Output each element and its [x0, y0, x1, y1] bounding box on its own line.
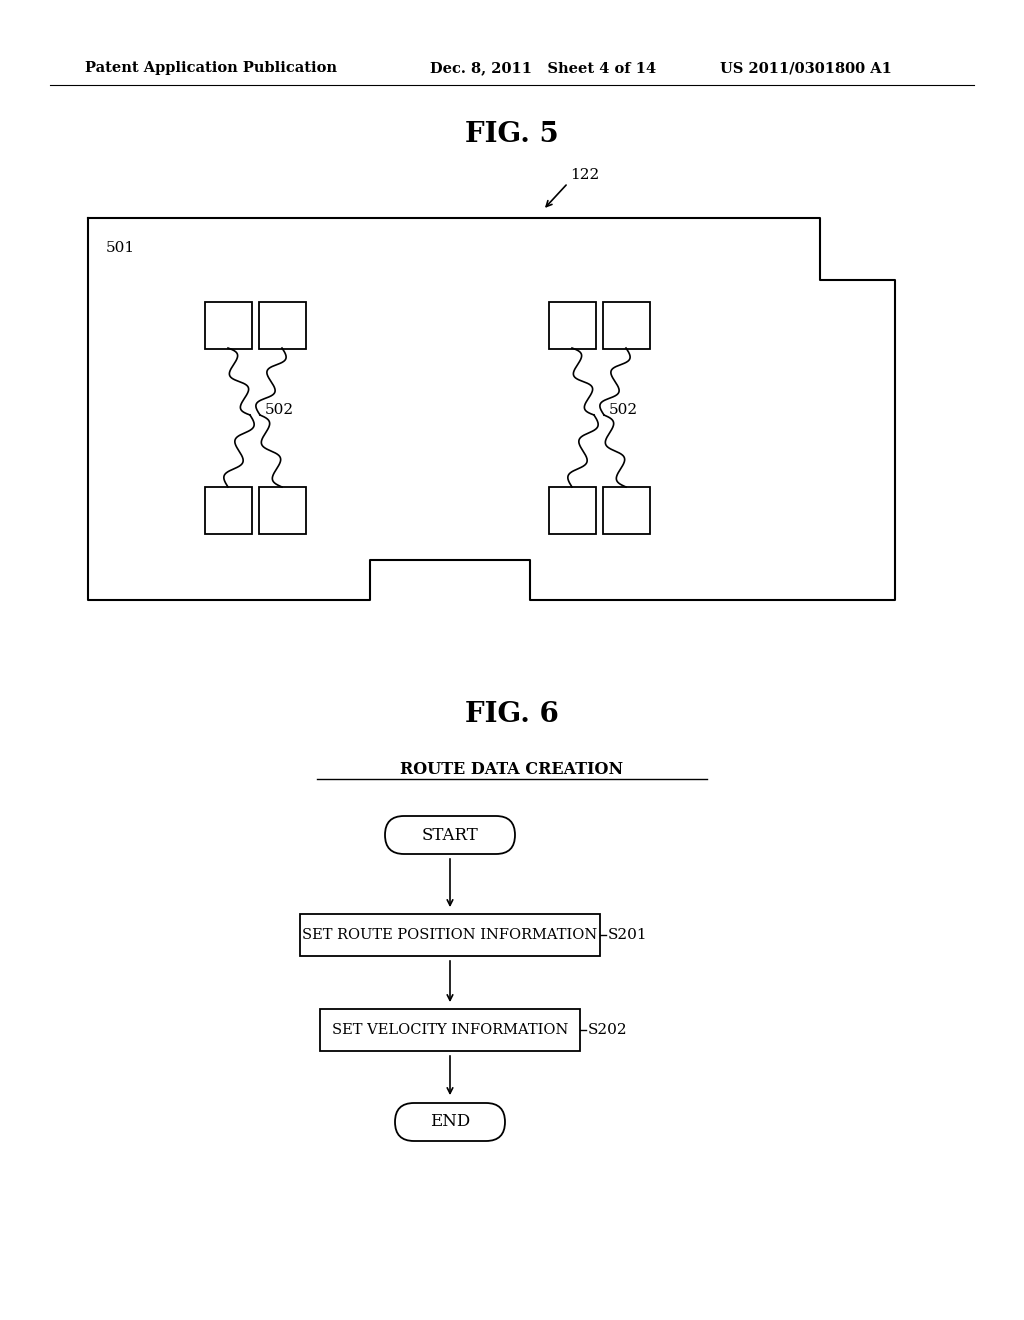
- Text: 122: 122: [570, 168, 599, 182]
- Text: S201: S201: [608, 928, 647, 942]
- FancyBboxPatch shape: [385, 816, 515, 854]
- FancyBboxPatch shape: [395, 1104, 505, 1140]
- Bar: [205, 487, 252, 533]
- Text: ROUTE DATA CREATION: ROUTE DATA CREATION: [400, 762, 624, 779]
- Bar: [300, 913, 600, 956]
- Text: 502: 502: [265, 403, 294, 417]
- Text: SET ROUTE POSITION INFORMATION: SET ROUTE POSITION INFORMATION: [302, 928, 598, 942]
- Bar: [319, 1008, 580, 1051]
- Text: FIG. 5: FIG. 5: [465, 121, 559, 149]
- Text: Dec. 8, 2011   Sheet 4 of 14: Dec. 8, 2011 Sheet 4 of 14: [430, 61, 656, 75]
- Bar: [549, 487, 596, 533]
- Bar: [602, 487, 649, 533]
- Bar: [549, 301, 596, 348]
- Bar: [258, 487, 305, 533]
- Bar: [205, 301, 252, 348]
- Text: S202: S202: [588, 1023, 628, 1038]
- Text: END: END: [430, 1114, 470, 1130]
- Text: FIG. 6: FIG. 6: [465, 701, 559, 729]
- Text: START: START: [422, 826, 478, 843]
- Text: Patent Application Publication: Patent Application Publication: [85, 61, 337, 75]
- Text: SET VELOCITY INFORMATION: SET VELOCITY INFORMATION: [332, 1023, 568, 1038]
- Text: 502: 502: [609, 403, 638, 417]
- Bar: [258, 301, 305, 348]
- Text: 501: 501: [106, 242, 135, 255]
- Bar: [602, 301, 649, 348]
- Text: US 2011/0301800 A1: US 2011/0301800 A1: [720, 61, 892, 75]
